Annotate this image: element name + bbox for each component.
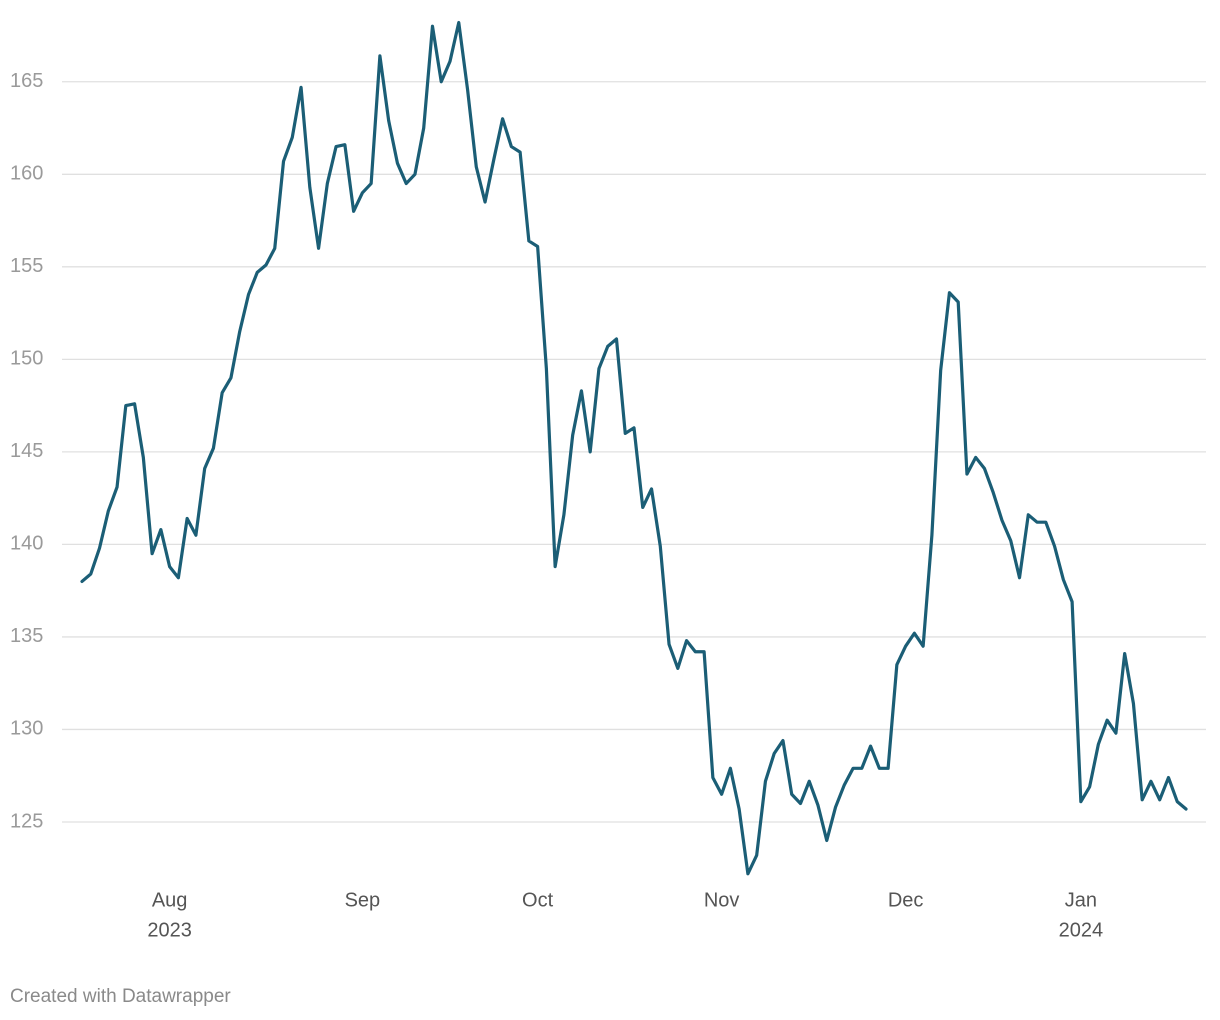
credit: Created with Datawrapper — [10, 986, 231, 1007]
y-tick-label: 155 — [10, 255, 43, 277]
y-tick-label: 160 — [10, 163, 43, 185]
x-tick-year: 2023 — [147, 919, 192, 941]
x-tick-label: Dec — [888, 889, 924, 911]
x-tick-label: Jan — [1065, 889, 1097, 911]
y-tick-label: 150 — [10, 348, 43, 370]
y-tick-label: 165 — [10, 70, 43, 92]
y-tick-label: 135 — [10, 625, 43, 647]
x-tick-label: Oct — [522, 889, 554, 911]
y-tick-label: 145 — [10, 440, 43, 462]
line — [80, 20, 1188, 876]
x-tick-label: Sep — [345, 889, 381, 911]
x-tick-label: Nov — [704, 889, 740, 911]
y-tick-label: 125 — [10, 810, 43, 832]
y-tick-label: 140 — [10, 533, 43, 555]
y-tick-label: 130 — [10, 718, 43, 740]
x-tick-label: Aug — [152, 889, 188, 911]
x-tick-year: 2024 — [1059, 919, 1104, 941]
